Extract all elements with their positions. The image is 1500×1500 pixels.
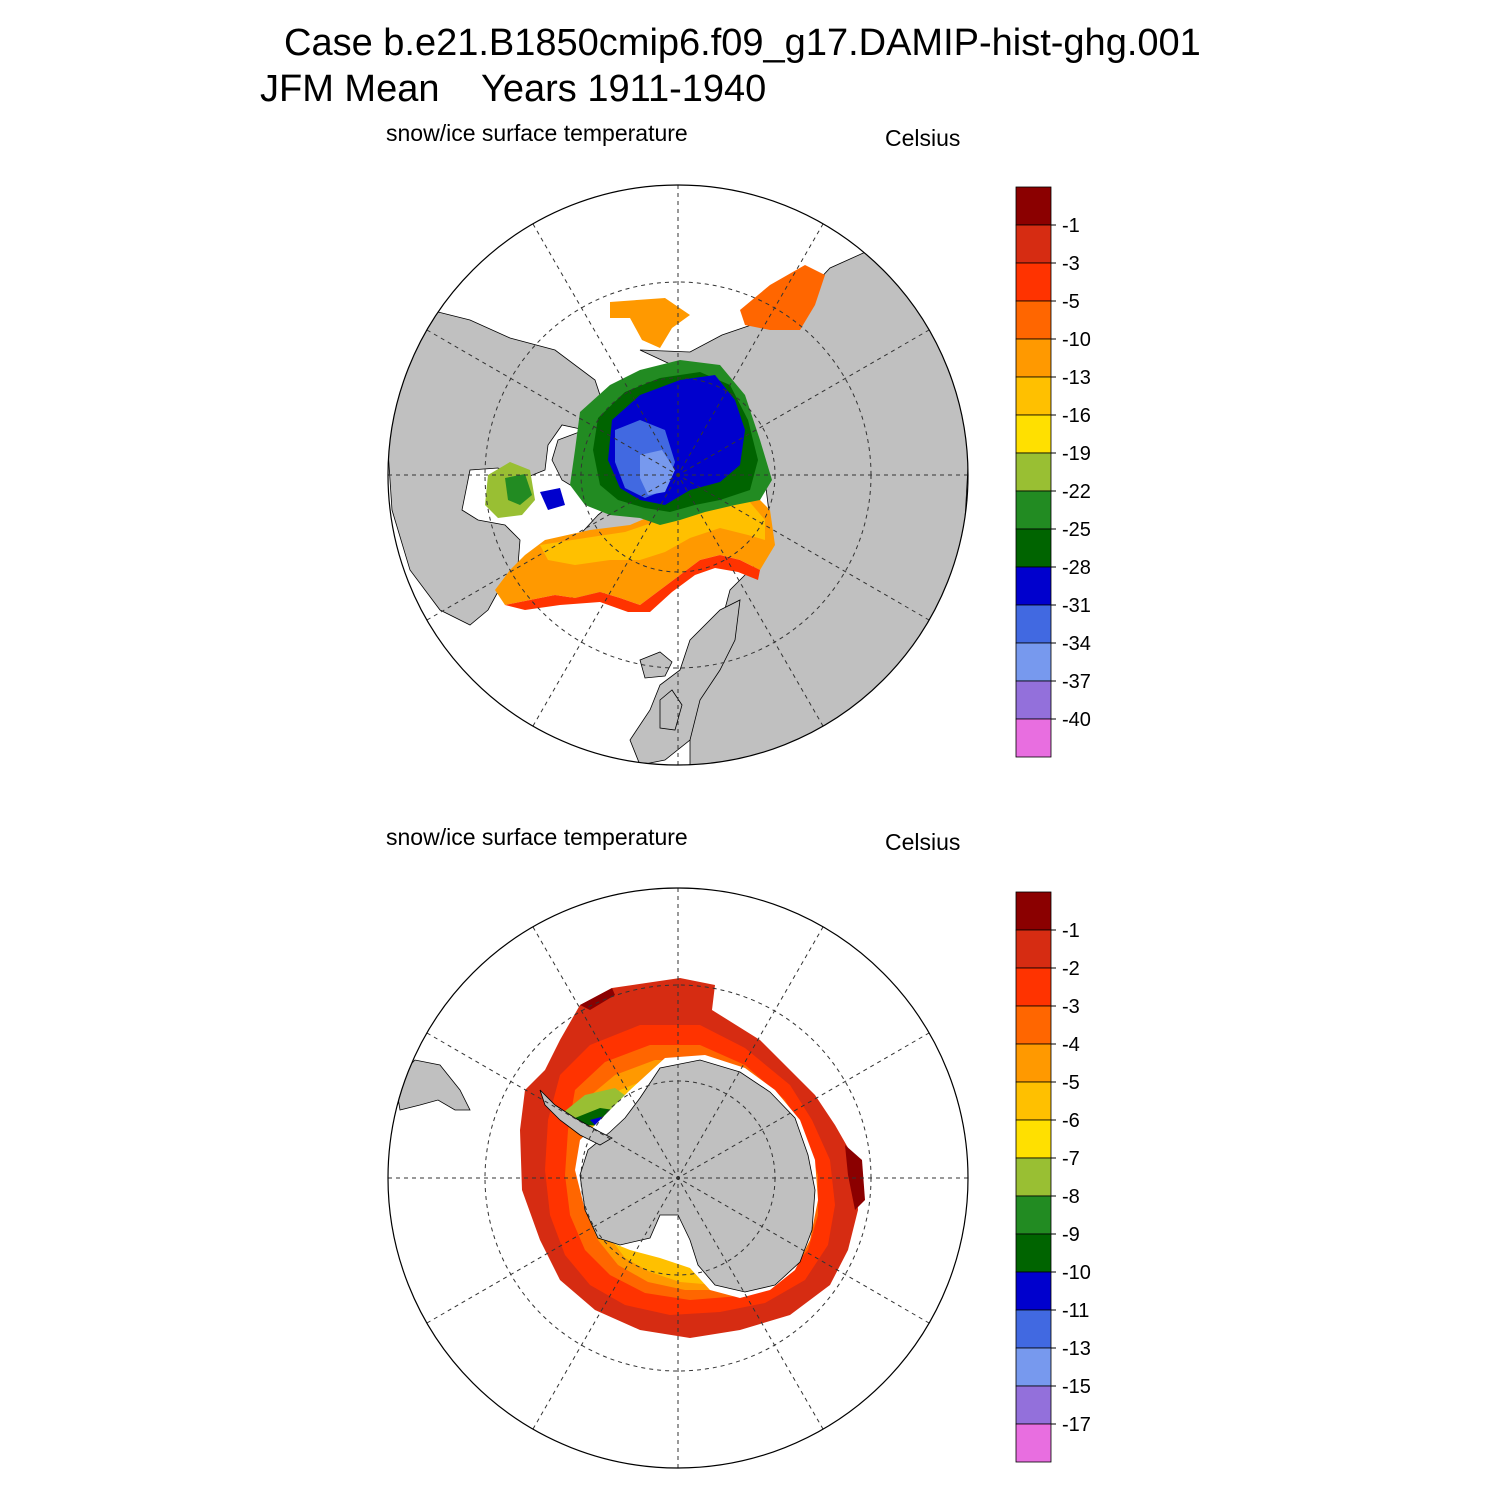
south-colorbar: -1 -2 -3 -4 -5 -6 -7 -8 -9 -10 -11 -13 -15 -17 xyxy=(1015,891,1091,1463)
north-colorbar-tick-label: -22 xyxy=(1062,481,1091,503)
north-colorbar-swatch xyxy=(1015,528,1052,568)
north-units-label: Celsius xyxy=(885,125,961,151)
north-ice-core-lightblue xyxy=(640,450,675,495)
south-colorbar-tick-label: -5 xyxy=(1062,1072,1080,1094)
south-colorbar-tick-label: -4 xyxy=(1062,1034,1080,1056)
north-colorbar-tick-label: -37 xyxy=(1062,671,1091,693)
south-colorbar-tick-label: -17 xyxy=(1062,1414,1091,1436)
north-land-uk xyxy=(659,689,683,731)
north-colorbar-tick-label: -34 xyxy=(1062,633,1091,655)
south-colorbar-swatch xyxy=(1015,967,1052,1007)
south-colorbar-swatch xyxy=(1015,1423,1052,1463)
north-colorbar-swatch xyxy=(1015,566,1052,606)
years-label: Years 1911-1940 xyxy=(481,68,767,110)
north-graticule xyxy=(388,185,968,765)
north-ice-band-red xyxy=(505,555,760,612)
north-colorbar-tick-label: -16 xyxy=(1062,405,1091,427)
south-polar-map xyxy=(387,887,969,1469)
north-land-iceland xyxy=(639,651,673,679)
north-ice-bering xyxy=(610,298,690,348)
south-colorbar-tick-label: -9 xyxy=(1062,1224,1080,1246)
south-colorbar-tick-label: -1 xyxy=(1062,920,1080,942)
north-colorbar-swatch xyxy=(1015,718,1052,758)
north-ice-band-yellow xyxy=(540,500,765,565)
south-colorbar-swatch xyxy=(1015,1081,1052,1121)
season-label: JFM Mean xyxy=(260,68,440,110)
north-colorbar-swatch xyxy=(1015,414,1052,454)
north-colorbar-swatch xyxy=(1015,604,1052,644)
north-colorbar-swatch xyxy=(1015,490,1052,530)
south-colorbar-swatch xyxy=(1015,1005,1052,1045)
south-colorbar-swatch xyxy=(1015,1347,1052,1387)
south-graticule xyxy=(388,888,968,1468)
north-colorbar-tick-label: -10 xyxy=(1062,329,1091,351)
south-colorbar-tick-label: -6 xyxy=(1062,1110,1080,1132)
south-colorbar-swatch xyxy=(1015,1385,1052,1425)
north-land-north-america xyxy=(388,309,606,626)
figure-title-period: JFM Mean Years 1911-1940 xyxy=(260,70,766,108)
south-colorbar-swatch xyxy=(1015,1271,1052,1311)
north-colorbar-swatch xyxy=(1015,642,1052,682)
south-colorbar-tick-label: -7 xyxy=(1062,1148,1080,1170)
north-colorbar-tick-label: -3 xyxy=(1062,253,1080,275)
south-colorbar-tick-label: -8 xyxy=(1062,1186,1080,1208)
south-colorbar-swatch xyxy=(1015,1195,1052,1235)
south-variable-label: snow/ice surface temperature xyxy=(386,824,688,850)
south-colorbar-tick-label: -10 xyxy=(1062,1262,1091,1284)
south-land-south-america xyxy=(394,1059,471,1111)
north-map-border xyxy=(387,184,969,766)
north-land-europe-west xyxy=(629,599,741,765)
north-colorbar: -1 -3 -5 -10 -13 -16 -19 -22 -25 -28 -31 -34 -37 -40 xyxy=(1015,186,1091,758)
north-colorbar-swatch xyxy=(1015,186,1052,226)
south-colorbar-tick-label: -2 xyxy=(1062,958,1080,980)
south-colorbar-swatch xyxy=(1015,1233,1052,1273)
north-colorbar-tick-label: -5 xyxy=(1062,291,1080,313)
north-colorbar-swatch xyxy=(1015,300,1052,340)
north-colorbar-tick-label: -19 xyxy=(1062,443,1091,465)
north-colorbar-swatch xyxy=(1015,452,1052,492)
north-colorbar-tick-label: -40 xyxy=(1062,709,1091,731)
south-colorbar-swatch xyxy=(1015,1309,1052,1349)
south-land-antarctica xyxy=(579,1059,816,1293)
south-colorbar-swatch xyxy=(1015,1043,1052,1083)
north-colorbar-swatch xyxy=(1015,338,1052,378)
south-colorbar-swatch xyxy=(1015,1157,1052,1197)
south-map-border xyxy=(387,887,969,1469)
north-colorbar-swatch xyxy=(1015,376,1052,416)
north-colorbar-tick-label: -25 xyxy=(1062,519,1091,541)
south-colorbar-swatch xyxy=(1015,1119,1052,1159)
south-colorbar-swatch xyxy=(1015,929,1052,969)
south-colorbar-tick-label: -15 xyxy=(1062,1376,1091,1398)
north-colorbar-tick-label: -1 xyxy=(1062,215,1080,237)
north-colorbar-tick-label: -13 xyxy=(1062,367,1091,389)
north-ice-hudson-core xyxy=(505,474,532,505)
north-polar-map xyxy=(387,184,969,766)
south-colorbar-tick-label: -13 xyxy=(1062,1338,1091,1360)
south-land-antarctic-peninsula xyxy=(539,1089,613,1146)
south-colorbar-tick-label: -11 xyxy=(1062,1300,1089,1322)
south-colorbar-swatch xyxy=(1015,891,1052,931)
figure-title-case: Case b.e21.B1850cmip6.f09_g17.DAMIP-hist… xyxy=(284,22,1201,64)
north-colorbar-tick-label: -31 xyxy=(1062,595,1091,617)
north-colorbar-swatch xyxy=(1015,224,1052,264)
north-colorbar-swatch xyxy=(1015,262,1052,302)
south-units-label: Celsius xyxy=(885,829,961,855)
north-variable-label: snow/ice surface temperature xyxy=(386,120,688,146)
north-ice-baffin-blue xyxy=(540,488,565,510)
north-colorbar-swatch xyxy=(1015,680,1052,720)
north-colorbar-tick-label: -28 xyxy=(1062,557,1091,579)
south-colorbar-tick-label: -3 xyxy=(1062,996,1080,1018)
south-ice-nw-darkred xyxy=(580,988,615,1010)
north-ice-okhotsk xyxy=(740,265,825,330)
